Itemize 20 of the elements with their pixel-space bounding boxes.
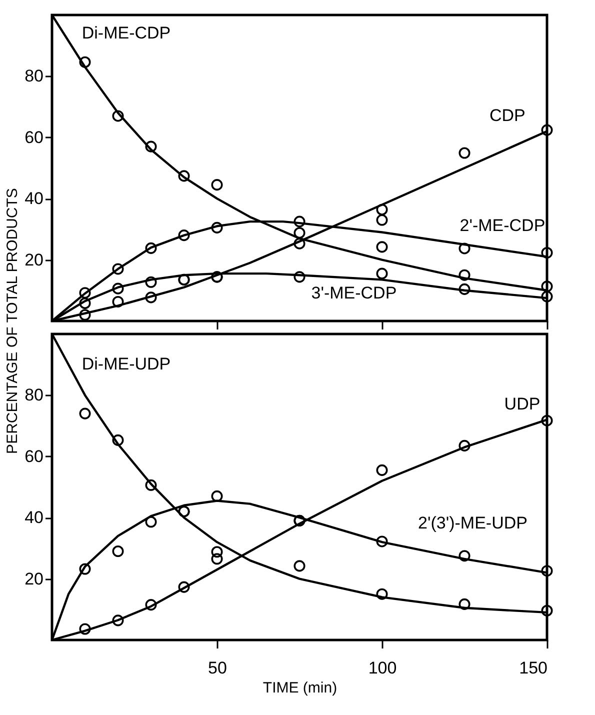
y-tick-label: 40: [24, 189, 44, 208]
annotation: 2'-ME-CDP: [460, 216, 546, 236]
x-axis-title: TIME (min): [262, 680, 338, 696]
annotation: UDP: [504, 394, 540, 414]
y-tick-label: 80: [24, 66, 44, 86]
annotation: 3'-ME-CDP: [311, 283, 397, 302]
x-tick-label: 100: [368, 658, 397, 678]
x-tick-label: 150: [519, 658, 548, 678]
annotation: CDP: [489, 106, 526, 125]
y-tick-label: 40: [24, 508, 44, 528]
x-tick-label: 50: [208, 658, 227, 678]
annotation: Di-ME-CDP: [82, 23, 171, 42]
y-tick-label: 80: [24, 386, 44, 405]
y-axis-title: PERCENTAGE OF TOTAL PRODUCTS: [4, 188, 21, 454]
annotation: Di-ME-UDP: [82, 354, 171, 374]
y-tick-label: 60: [24, 446, 44, 466]
y-tick-label: 20: [24, 569, 44, 588]
y-tick-label: 20: [24, 250, 44, 270]
annotation: 2'(3')-ME-UDP: [418, 514, 528, 533]
y-tick-label: 60: [24, 128, 44, 147]
